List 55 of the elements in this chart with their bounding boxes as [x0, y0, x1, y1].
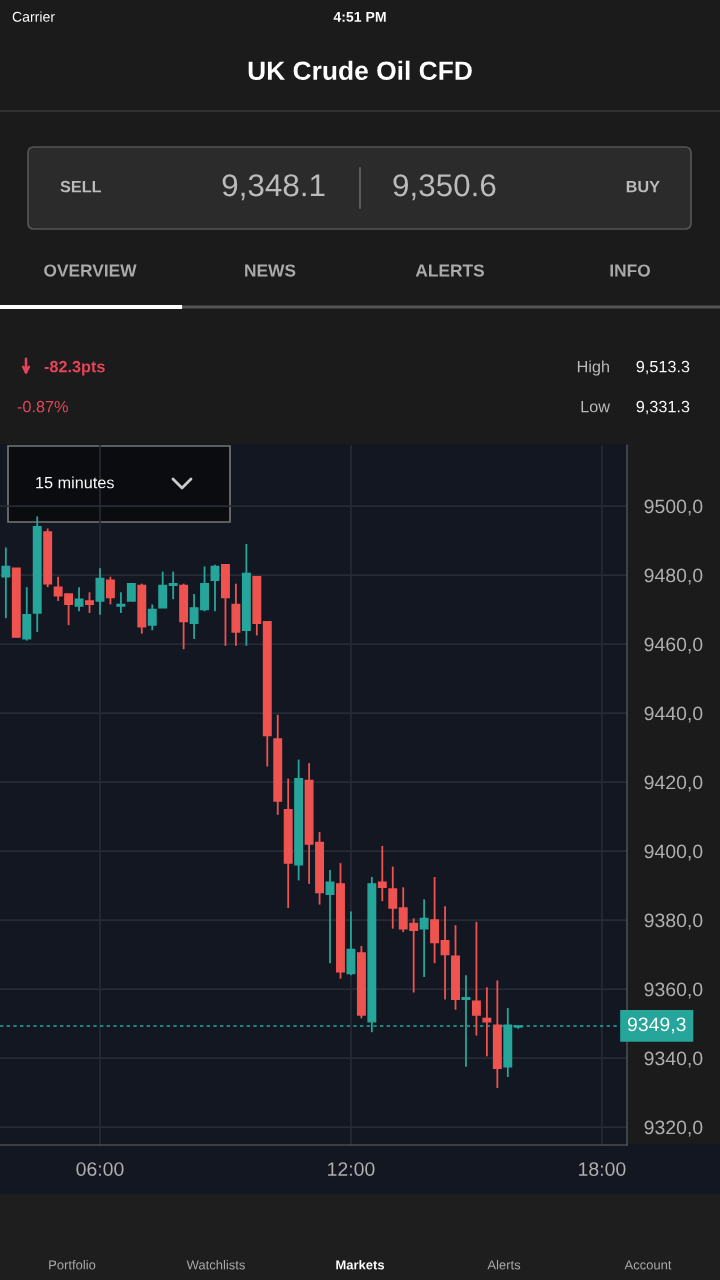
text: 4:51 PM: [333, 11, 386, 22]
text: Watchlists: [186, 1259, 245, 1270]
text: High: [577, 360, 609, 376]
candlestick: [377, 844, 387, 902]
text: Portfolio: [49, 1259, 96, 1270]
annotation: 15 minutes: [36, 476, 114, 489]
y-tick-label: 9320,0: [644, 1120, 703, 1137]
candlestick: [482, 986, 492, 1058]
candlestick: [116, 591, 126, 614]
text: Markets: [336, 1259, 385, 1270]
y-tick-label: 9380,0: [644, 913, 703, 930]
text: -82.3pts: [44, 360, 105, 376]
candlestick: [325, 869, 335, 965]
text: BUY: [626, 181, 660, 193]
text: -0.87%: [17, 400, 68, 413]
chart-title: UK Crude Oil CFD: [248, 60, 472, 81]
candlestick: [168, 570, 178, 601]
candlestick: [419, 898, 429, 978]
text: 9,348.1: [222, 174, 325, 201]
text: Alerts: [487, 1259, 521, 1270]
y-tick-label: 9480,0: [644, 568, 703, 585]
text: OVERVIEW: [44, 264, 137, 277]
text: ALERTS: [415, 264, 484, 277]
text: Low: [581, 401, 611, 413]
text: Carrier: [12, 11, 55, 22]
candlestick: [471, 920, 481, 1037]
y-tick-label: 9360,0: [644, 982, 703, 999]
candlestick: [74, 586, 84, 613]
candlestick: [105, 575, 115, 606]
candlestick: [95, 567, 105, 616]
text: 9,513.3: [636, 360, 690, 375]
x-tick-label: 06:00: [76, 1162, 124, 1176]
text: 9,350.6: [393, 174, 496, 201]
x-tick-label: 18:00: [579, 1162, 626, 1176]
candlestick: [210, 563, 220, 613]
candlestick: [430, 876, 440, 965]
candlestick: [147, 603, 157, 632]
candlestick: [440, 905, 450, 1001]
candlestick: [158, 570, 168, 609]
y-tick-label: 9420,0: [644, 775, 703, 792]
ref-line-label: 9349,3: [627, 1017, 686, 1034]
x-tick-label: 12:00: [328, 1162, 375, 1176]
text: INFO: [610, 264, 650, 277]
y-tick-label: 9400,0: [644, 844, 703, 861]
y-tick-label: 9440,0: [644, 706, 703, 723]
y-tick-label: 9500,0: [644, 499, 703, 516]
text: NEWS: [245, 264, 296, 277]
text: Account: [624, 1260, 672, 1270]
text: SELL: [60, 180, 102, 193]
candlestick: [85, 591, 94, 614]
y-tick-label: 9460,0: [644, 637, 703, 654]
candlestick: [388, 865, 398, 930]
y-tick-label: 9340,0: [644, 1051, 703, 1068]
candlestick: [1, 546, 11, 620]
text: 9,331.3: [636, 400, 690, 415]
